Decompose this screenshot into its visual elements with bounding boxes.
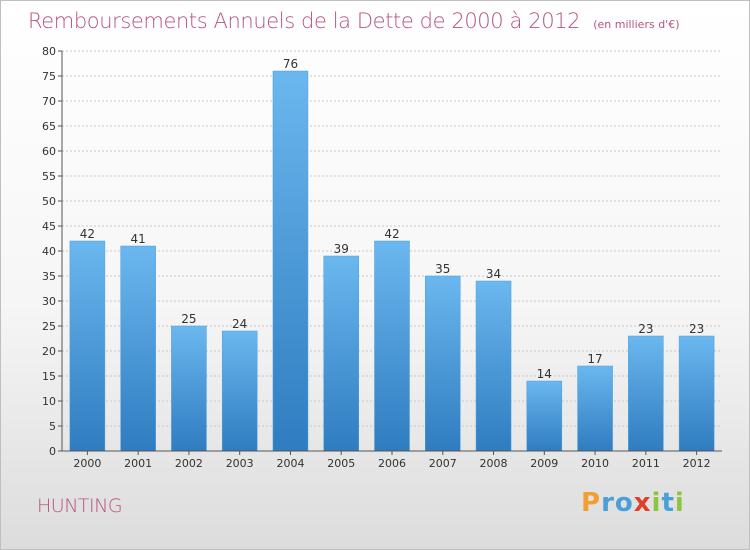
x-tick-label: 2002 xyxy=(175,457,203,470)
bar-2001 xyxy=(120,245,156,452)
bar-2009 xyxy=(526,380,563,452)
bar-value-label: 25 xyxy=(181,312,196,326)
x-tick-label: 2008 xyxy=(480,457,508,470)
bar-2008 xyxy=(475,280,512,452)
y-tick-label: 45 xyxy=(42,220,56,233)
chart-title-row: Remboursements Annuels de la Dette de 20… xyxy=(28,9,679,33)
bar-value-label: 42 xyxy=(80,227,95,241)
y-tick-label: 70 xyxy=(42,95,56,108)
bar-value-label: 23 xyxy=(689,322,704,336)
y-tick-label: 55 xyxy=(42,170,56,183)
bar-value-label: 41 xyxy=(131,232,146,246)
y-tick-label: 0 xyxy=(49,445,56,458)
y-tick-label: 75 xyxy=(42,70,56,83)
chart-title: Remboursements Annuels de la Dette de 20… xyxy=(28,9,581,33)
y-tick-label: 50 xyxy=(42,195,56,208)
x-tick-label: 2005 xyxy=(327,457,355,470)
bar-value-label: 14 xyxy=(537,367,552,381)
bar-value-label: 39 xyxy=(334,242,349,256)
labels: 0 5 10 15 20 25 30 35 40 45 50 55 60 65 70 75 80 42 2000 41… xyxy=(42,45,711,470)
logo-letter: r xyxy=(601,488,615,518)
bar-value-label: 35 xyxy=(435,262,450,276)
bar-2005 xyxy=(323,255,359,452)
commune-name: HUNTING xyxy=(37,495,123,517)
logo-letter: x xyxy=(633,488,652,518)
bar-2002 xyxy=(171,325,207,452)
axes xyxy=(58,50,722,455)
chart-subtitle: (en milliers d'€) xyxy=(593,18,680,31)
y-tick-label: 60 xyxy=(42,145,56,158)
bar-2004 xyxy=(272,70,309,452)
bar-value-label: 34 xyxy=(486,267,501,281)
y-tick-label: 10 xyxy=(42,395,56,408)
x-tick-label: 2004 xyxy=(276,457,304,470)
y-tick-label: 20 xyxy=(42,345,56,358)
y-tick-label: 65 xyxy=(42,120,56,133)
x-tick-label: 2010 xyxy=(581,457,609,470)
bar-value-label: 24 xyxy=(232,317,247,331)
bar-2003 xyxy=(221,330,258,452)
proxiti-logo: Proxiti xyxy=(581,488,685,518)
y-tick-label: 15 xyxy=(42,370,56,383)
bars xyxy=(69,70,715,452)
x-tick-label: 2012 xyxy=(683,457,711,470)
bar-value-label: 17 xyxy=(587,352,602,366)
bar-value-label: 42 xyxy=(384,227,399,241)
x-tick-label: 2000 xyxy=(73,457,101,470)
bar-2010 xyxy=(577,365,613,452)
logo-letter: t xyxy=(661,488,675,518)
y-tick-label: 80 xyxy=(42,45,56,58)
bar-value-label: 23 xyxy=(638,322,653,336)
bar-2007 xyxy=(425,275,461,452)
x-tick-label: 2003 xyxy=(226,457,254,470)
y-tick-label: 40 xyxy=(42,245,56,258)
x-tick-label: 2011 xyxy=(632,457,660,470)
y-tick-label: 30 xyxy=(42,295,56,308)
x-tick-label: 2001 xyxy=(124,457,152,470)
bar-2011 xyxy=(628,335,664,452)
logo-letter: o xyxy=(614,488,634,518)
x-tick-label: 2007 xyxy=(429,457,457,470)
logo-letter: i xyxy=(674,488,685,518)
y-tick-label: 25 xyxy=(42,320,56,333)
bar-2000 xyxy=(69,240,106,452)
x-tick-label: 2009 xyxy=(530,457,558,470)
logo-letter: i xyxy=(651,488,662,518)
x-tick-label: 2006 xyxy=(378,457,406,470)
bar-2006 xyxy=(374,240,410,452)
bar-2012 xyxy=(678,335,715,452)
bar-value-label: 76 xyxy=(283,57,298,71)
y-tick-label: 35 xyxy=(42,270,56,283)
logo-letter: P xyxy=(581,488,602,518)
y-tick-label: 5 xyxy=(49,420,56,433)
